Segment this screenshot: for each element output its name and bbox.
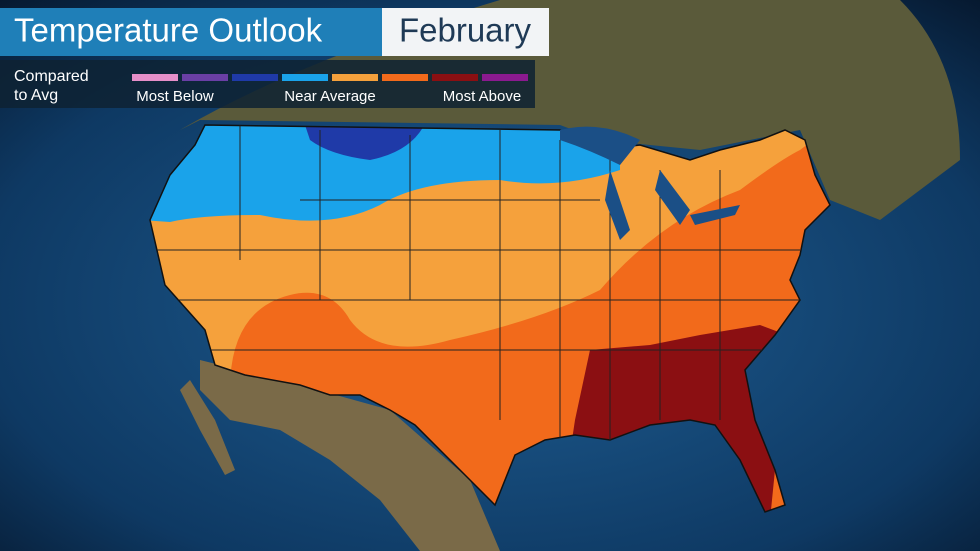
legend-swatch	[282, 74, 328, 81]
baja	[180, 380, 235, 475]
legend-label: Near Average	[284, 88, 375, 105]
mexico	[200, 360, 500, 551]
legend-swatch	[182, 74, 228, 81]
legend-caption: to Avg	[14, 87, 58, 104]
legend-swatch	[232, 74, 278, 81]
legend-swatch	[332, 74, 378, 81]
legend-swatches	[132, 74, 528, 81]
great-lakes	[560, 126, 740, 240]
legend-swatch	[432, 74, 478, 81]
state-lines	[150, 125, 800, 440]
legend-swatch	[482, 74, 528, 81]
legend-swatch	[132, 74, 178, 81]
legend-label: Most Below	[136, 88, 214, 105]
month-box	[382, 8, 549, 56]
title: Temperature Outlook	[14, 12, 323, 49]
title-box	[0, 8, 382, 56]
month: February	[399, 12, 532, 49]
legend-box	[0, 60, 535, 108]
legend-swatch	[382, 74, 428, 81]
legend-caption: Compared	[14, 68, 89, 85]
zone-much-below	[300, 125, 430, 160]
legend-label: Most Above	[443, 88, 521, 105]
